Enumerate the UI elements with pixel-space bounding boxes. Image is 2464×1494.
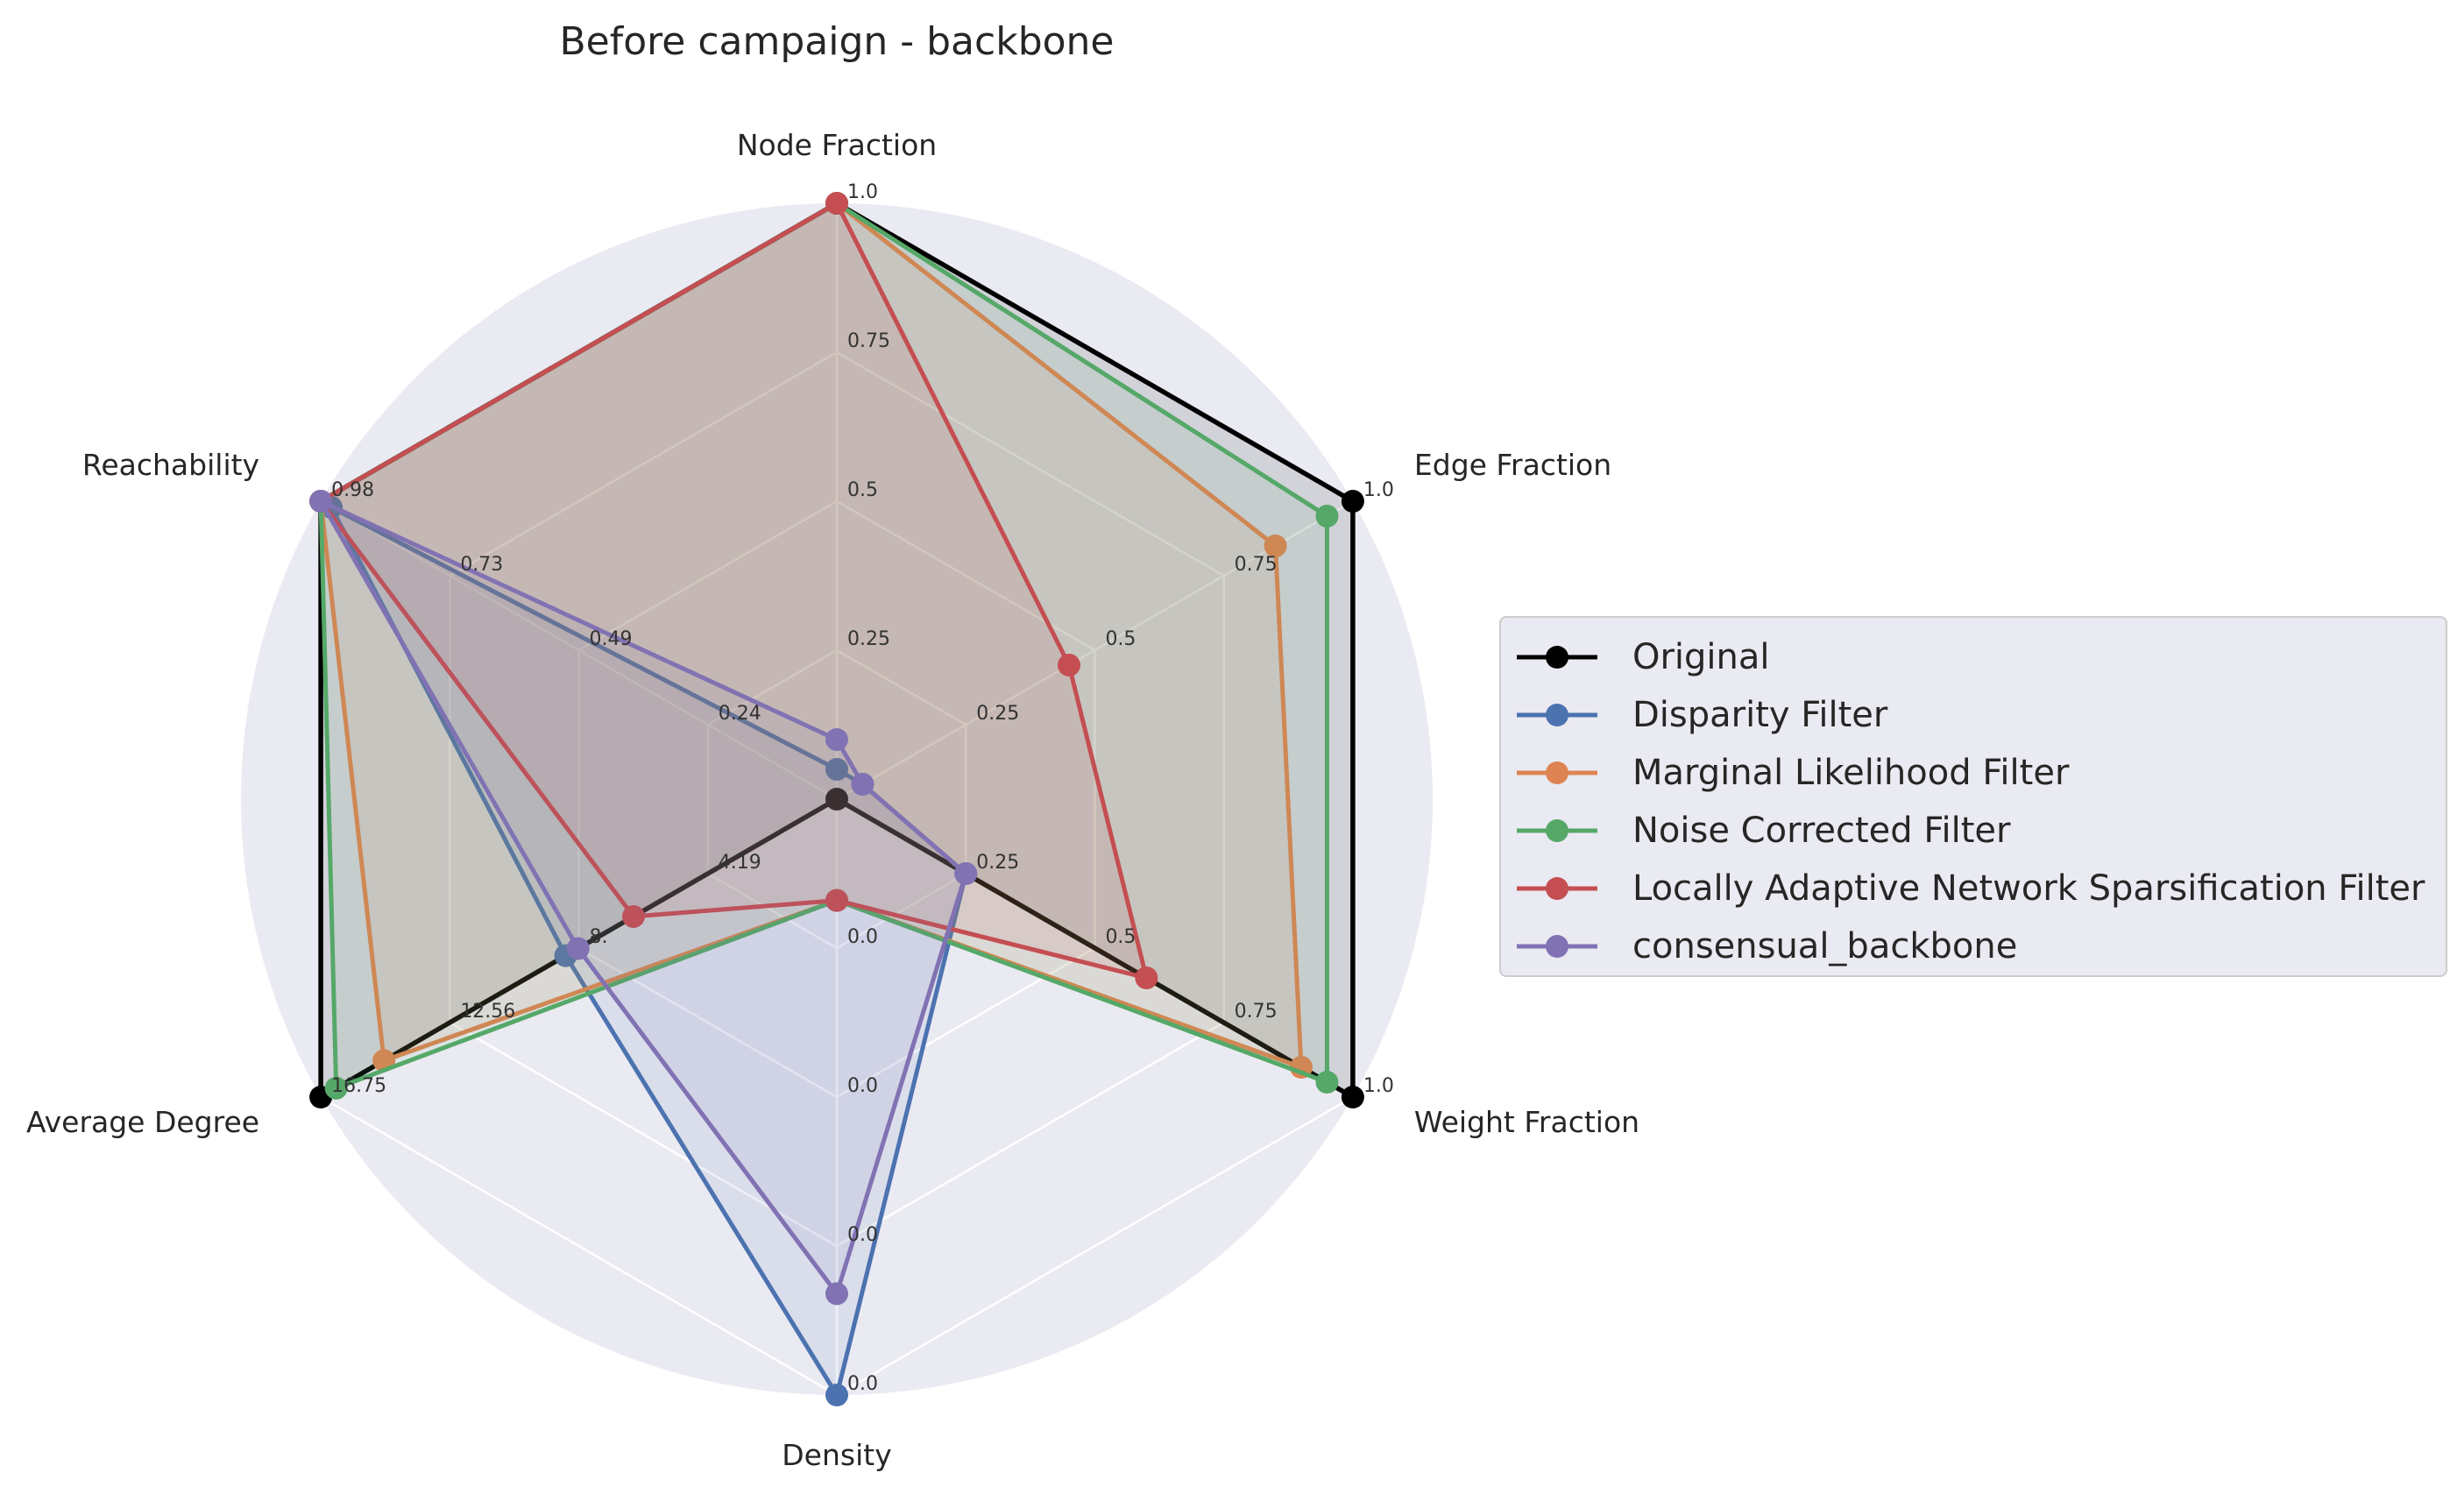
- legend-swatch: [1517, 704, 1597, 726]
- legend-swatch: [1517, 877, 1597, 900]
- series-area: [321, 203, 1328, 1088]
- legend-item: Noise Corrected Filter: [1501, 802, 2446, 860]
- legend-marker: [1546, 646, 1568, 669]
- tick-label: 0.0: [847, 1373, 878, 1395]
- legend-swatch: [1517, 935, 1597, 958]
- tick-label: 0.75: [1235, 1001, 1278, 1023]
- data-point: [825, 889, 848, 912]
- legend-marker: [1546, 877, 1568, 900]
- data-point: [825, 728, 848, 751]
- data-point: [1341, 1086, 1364, 1108]
- legend-marker: [1546, 935, 1568, 958]
- legend: Original Disparity Filter Marginal Likelih…: [1499, 616, 2447, 977]
- data-point: [825, 1384, 848, 1406]
- series-consensual-backbone: [309, 490, 978, 1306]
- data-point: [1264, 535, 1287, 557]
- legend-swatch: [1517, 646, 1597, 669]
- legend-label: Noise Corrected Filter: [1632, 811, 2011, 851]
- tick-label: 12.56: [460, 1001, 515, 1023]
- data-point: [1315, 505, 1339, 528]
- legend-swatch: [1517, 819, 1597, 842]
- tick-label: 0.75: [1235, 554, 1278, 576]
- data-point: [1341, 490, 1364, 513]
- tick-label: 0.5: [1105, 628, 1136, 650]
- data-point: [851, 773, 874, 796]
- tick-label: 0.75: [847, 330, 890, 352]
- tick-label: 0.98: [331, 479, 374, 501]
- series-area: [321, 203, 1147, 978]
- data-point: [309, 490, 333, 513]
- series-area: [321, 203, 1302, 1067]
- data-point: [825, 788, 848, 811]
- tick-label: 16.75: [331, 1075, 386, 1097]
- series-area: [321, 203, 1353, 1097]
- legend-marker: [1546, 819, 1568, 842]
- legend-item: Original: [1501, 628, 2446, 686]
- labels-layer: 1.0 0.75 0.5 0.25 1.0 0.75 0.5 0.25 1.0 0.75 0.5 0.…: [26, 128, 1639, 1472]
- data-point: [1315, 1071, 1339, 1094]
- legend-label: Locally Adaptive Network Sparsification …: [1632, 868, 2425, 909]
- tick-label: 0.25: [976, 703, 1019, 725]
- data-point: [1135, 966, 1158, 989]
- data-point: [621, 904, 645, 928]
- radar-grid-ring: [577, 499, 1096, 1099]
- axis-label: Density: [782, 1438, 891, 1472]
- tick-label: 0.5: [847, 479, 878, 501]
- axis-label: Reachability: [82, 448, 259, 482]
- legend-label: Disparity Filter: [1632, 695, 1888, 735]
- tick-label: 1.0: [1363, 1075, 1394, 1097]
- radar-grid-ring: [706, 648, 967, 950]
- tick-label: 0.0: [847, 1224, 878, 1246]
- data-point: [825, 192, 848, 215]
- data-point: [566, 937, 590, 960]
- legend-marker: [1546, 761, 1568, 784]
- legend-label: Marginal Likelihood Filter: [1632, 753, 2070, 793]
- series-layer: [309, 192, 1364, 1406]
- axis-label: Weight Fraction: [1414, 1105, 1639, 1139]
- series-area: [321, 501, 966, 1294]
- tick-label: 0.25: [976, 852, 1019, 874]
- data-point: [825, 758, 848, 781]
- legend-item: Locally Adaptive Network Sparsification …: [1501, 860, 2446, 917]
- tick-label: 1.0: [1363, 479, 1394, 501]
- data-point: [324, 1076, 348, 1100]
- legend-item: Disparity Filter: [1501, 686, 2446, 744]
- series-original: [309, 192, 1364, 1108]
- tick-label: 0.5: [1105, 926, 1136, 948]
- legend-label: consensual_backbone: [1632, 926, 2018, 966]
- tick-label: 0.49: [590, 628, 633, 650]
- legend-item: Marginal Likelihood Filter: [1501, 744, 2446, 802]
- data-point: [954, 862, 978, 885]
- data-point: [1058, 654, 1081, 676]
- axis-label: Edge Fraction: [1414, 448, 1611, 482]
- tick-label: 4.19: [719, 852, 761, 874]
- tick-label: 0.73: [460, 554, 503, 576]
- tick-label: 0.0: [847, 926, 878, 948]
- data-point: [825, 1282, 848, 1306]
- chart-title: Before campaign - backbone: [559, 19, 1114, 64]
- tick-label: 1.0: [847, 181, 878, 203]
- axis-label: Node Fraction: [737, 128, 937, 162]
- tick-label: 0.25: [847, 628, 890, 650]
- axis-label: Average Degree: [26, 1105, 259, 1139]
- tick-label: 0.0: [847, 1075, 878, 1097]
- tick-label: 8.: [590, 926, 608, 948]
- legend-label: Original: [1632, 637, 1770, 677]
- radar-grid-ring: [449, 350, 1225, 1248]
- legend-swatch: [1517, 761, 1597, 784]
- tick-label: 0.24: [719, 703, 761, 725]
- legend-item: consensual_backbone: [1501, 917, 2446, 975]
- legend-marker: [1546, 704, 1568, 726]
